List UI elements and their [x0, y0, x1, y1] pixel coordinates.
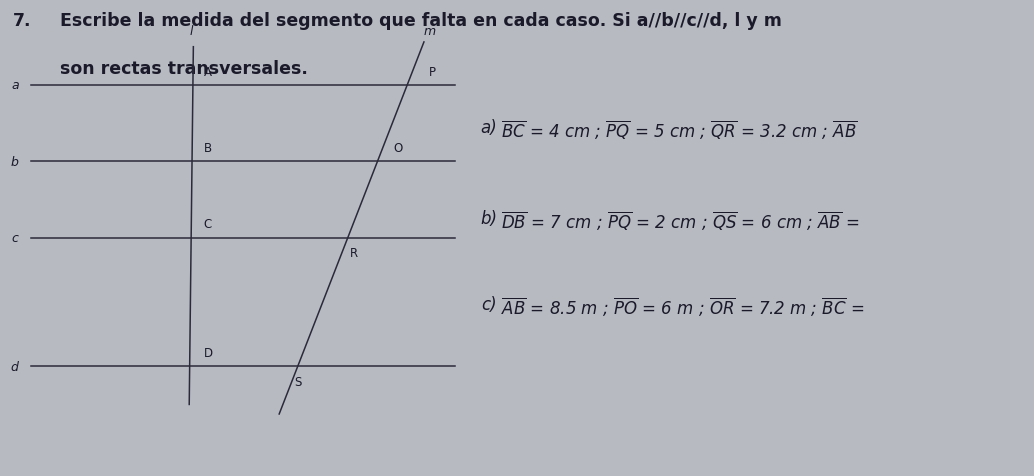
Text: 7.: 7.	[12, 12, 31, 30]
Text: d: d	[10, 360, 19, 373]
Text: B: B	[204, 142, 212, 155]
Text: c: c	[11, 231, 19, 245]
Text: $\overline{BC}$ = 4 cm ; $\overline{PQ}$ = 5 cm ; $\overline{QR}$ = 3.2 cm ; $\o: $\overline{BC}$ = 4 cm ; $\overline{PQ}$…	[501, 119, 858, 142]
Text: Escribe la medida del segmento que falta en cada caso. Si a//b//c//d, l y m: Escribe la medida del segmento que falta…	[60, 12, 782, 30]
Text: R: R	[349, 247, 358, 259]
Text: $\overline{AB}$ = 8.5 m ; $\overline{PO}$ = 6 m ; $\overline{OR}$ = 7.2 m ; $\ov: $\overline{AB}$ = 8.5 m ; $\overline{PO}…	[501, 295, 864, 318]
Text: l: l	[189, 25, 193, 38]
Text: P: P	[429, 66, 436, 79]
Text: $\overline{DB}$ = 7 cm ; $\overline{PQ}$ = 2 cm ; $\overline{QS}$ = 6 cm ; $\ove: $\overline{DB}$ = 7 cm ; $\overline{PQ}$…	[501, 209, 860, 232]
Text: son rectas transversales.: son rectas transversales.	[60, 60, 308, 78]
Text: a: a	[11, 79, 19, 92]
Text: A: A	[204, 66, 212, 79]
Text: D: D	[204, 347, 213, 359]
Text: b): b)	[481, 209, 497, 228]
Text: m: m	[424, 25, 436, 38]
Text: S: S	[295, 375, 302, 388]
Text: c): c)	[481, 295, 496, 313]
Text: C: C	[204, 218, 212, 231]
Text: O: O	[393, 142, 402, 155]
Text: a): a)	[481, 119, 497, 137]
Text: b: b	[10, 155, 19, 169]
